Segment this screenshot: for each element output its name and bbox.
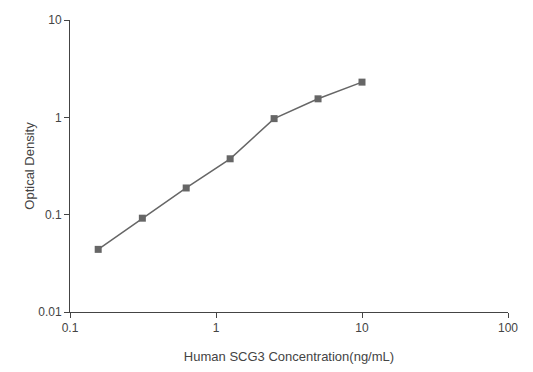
svg-text:Optical Density: Optical Density [22,122,37,210]
svg-text:Human SCG3 Concentration(ng/mL: Human SCG3 Concentration(ng/mL) [184,349,394,364]
svg-text:0.1: 0.1 [45,208,62,222]
svg-text:0.1: 0.1 [62,321,79,335]
svg-text:0.01: 0.01 [38,305,62,319]
svg-text:10: 10 [48,13,62,27]
svg-text:100: 100 [498,321,518,335]
svg-text:1: 1 [55,111,62,125]
svg-text:1: 1 [213,321,220,335]
svg-text:10: 10 [355,321,369,335]
